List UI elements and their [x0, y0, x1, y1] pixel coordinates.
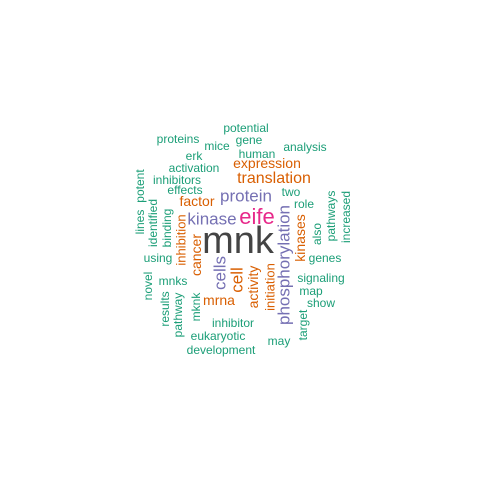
word-kinases: kinases [292, 214, 308, 262]
word-mnks: mnks [158, 274, 188, 288]
word-map: map [299, 284, 323, 298]
word-eukaryotic: eukaryotic [190, 329, 246, 343]
word-target: target [296, 309, 310, 341]
word-translation: translation [237, 170, 311, 187]
word-expression: expression [233, 155, 301, 171]
word-inhibition: inhibition [173, 214, 189, 266]
word-two: two [281, 185, 301, 199]
word-erk: erk [185, 149, 203, 163]
word-may: may [267, 334, 291, 348]
word-also: also [310, 222, 324, 246]
word-cells: cells [210, 255, 230, 291]
word-development: development [186, 343, 256, 357]
word-activation: activation [168, 161, 220, 175]
word-mnk: mnk [202, 220, 274, 262]
word-kinase: kinase [187, 209, 237, 229]
word-show: show [306, 296, 336, 310]
word-pathway: pathway [171, 292, 185, 338]
word-role: role [293, 197, 315, 211]
word-proteins: proteins [156, 132, 200, 146]
word-using: using [143, 251, 173, 265]
word-inhibitors: inhibitors [152, 173, 202, 187]
word-binding: binding [160, 208, 174, 248]
word-cancer: cancer [188, 233, 204, 277]
word-results: results [158, 291, 172, 327]
word-mrna: mrna [203, 292, 235, 308]
word-activity: activity [245, 265, 261, 309]
word-eife: eife [239, 204, 275, 229]
word-initiation: initiation [262, 263, 278, 311]
word-increased: increased [339, 190, 353, 244]
word-genes: genes [308, 251, 342, 265]
word-gene: gene [235, 133, 263, 147]
word-potent: potent [133, 169, 147, 203]
word-effects: effects [167, 183, 203, 197]
word-potential: potential [223, 121, 269, 135]
word-inhibitor: inhibitor [211, 316, 255, 330]
word-signaling: signaling [297, 271, 345, 285]
word-mknk: mknk [189, 292, 203, 322]
word-pathways: pathways [324, 190, 338, 242]
word-lines: lines [133, 209, 147, 235]
word-analysis: analysis [283, 140, 327, 154]
word-mice: mice [204, 139, 230, 153]
word-human: human [238, 147, 276, 161]
word-cell: cell [227, 267, 247, 293]
word-novel: novel [141, 271, 155, 301]
word-factor: factor [179, 193, 215, 209]
word-phosphorylation: phosphorylation [274, 204, 294, 326]
word-identified: identified [146, 198, 160, 248]
word-protein: protein [220, 186, 272, 206]
